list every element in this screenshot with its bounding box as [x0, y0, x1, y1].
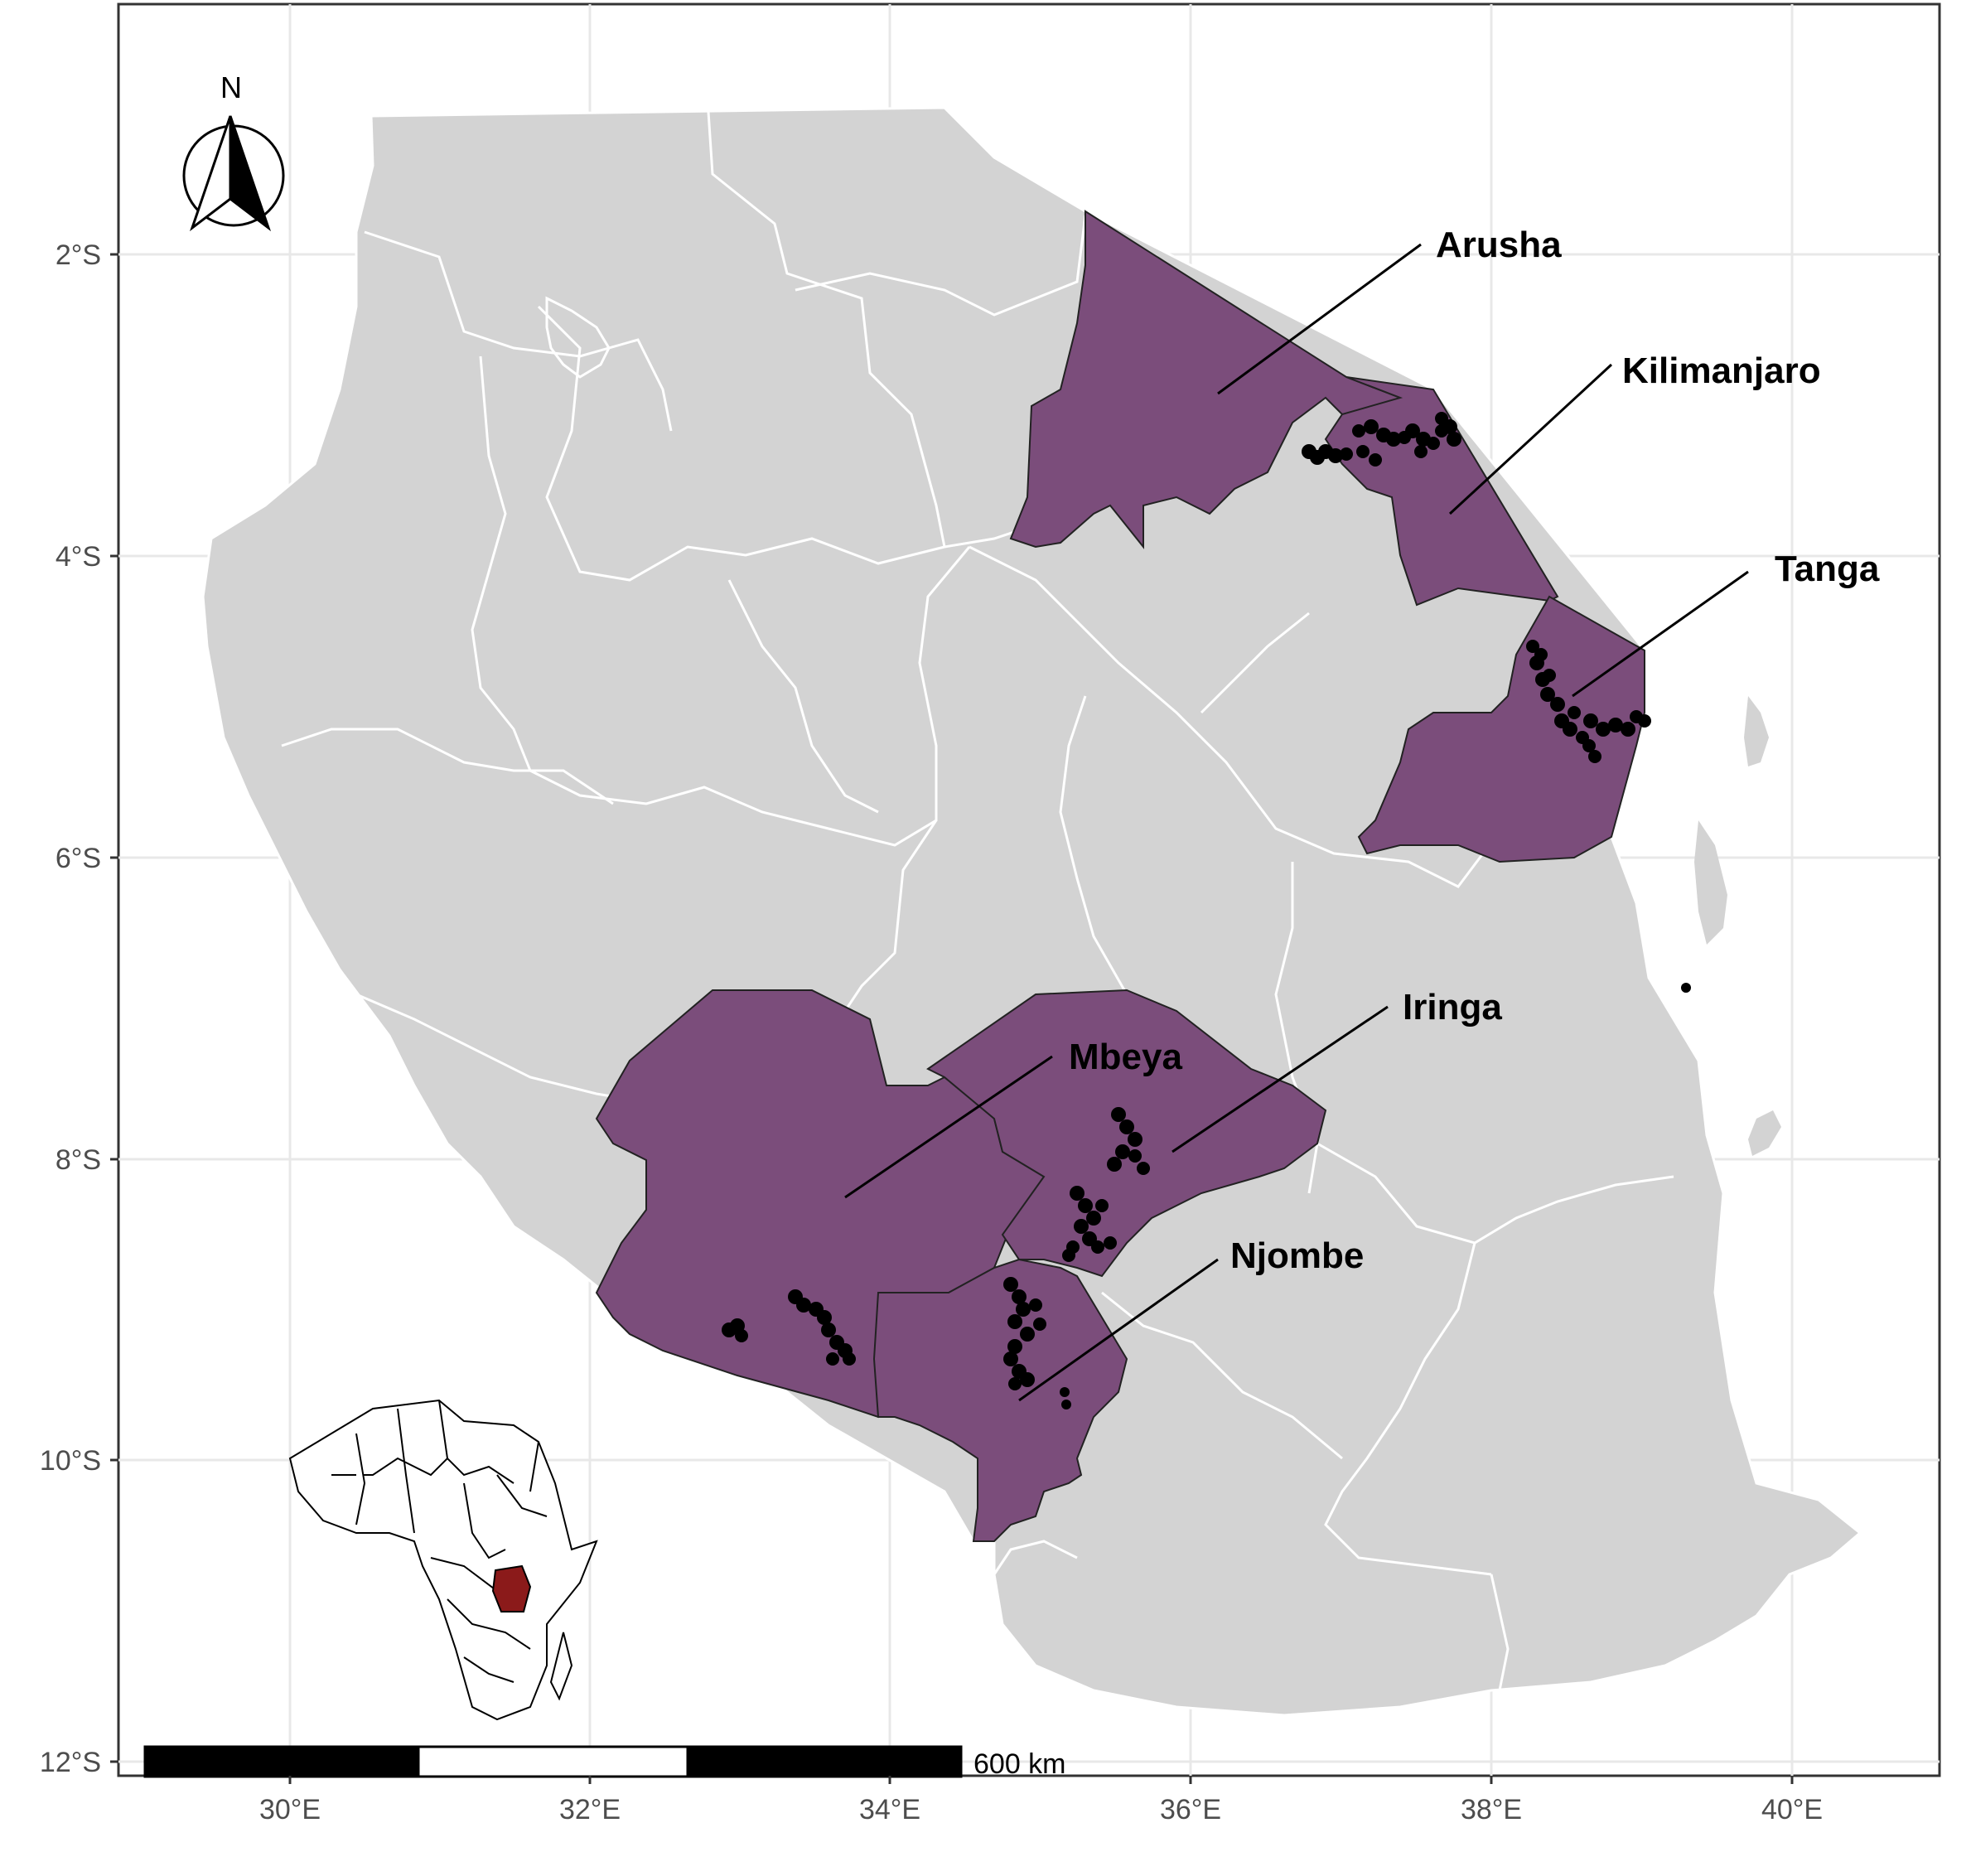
y-tick-label: 8°S — [56, 1144, 101, 1176]
y-tick-label: 12°S — [40, 1747, 101, 1778]
y-tick-label: 6°S — [56, 843, 101, 874]
occurrence-points — [722, 412, 1691, 1409]
y-tick-label: 10°S — [40, 1445, 101, 1477]
x-tick-label: 40°E — [1761, 1794, 1823, 1825]
x-tick-label: 36°E — [1160, 1794, 1221, 1825]
y-tick-label: 4°S — [56, 541, 101, 573]
scale-bar — [143, 1745, 963, 1778]
mafia-island — [1748, 1110, 1781, 1156]
label-arusha: Arusha — [1436, 225, 1562, 265]
label-tanga: Tanga — [1775, 549, 1880, 589]
label-leader-lines — [844, 243, 1749, 1402]
label-kilimanjaro: Kilimanjaro — [1622, 351, 1821, 391]
label-mbeya: Mbeya — [1069, 1037, 1182, 1077]
x-tick-label: 34°E — [859, 1794, 920, 1825]
axis-ticks — [110, 253, 1794, 1784]
north-label: N — [220, 70, 242, 104]
region-borders — [281, 111, 1674, 1691]
region-tanga — [1357, 595, 1645, 863]
x-tick-label: 30°E — [259, 1794, 321, 1825]
africa-inset-map — [288, 1399, 598, 1721]
x-tick-label: 38°E — [1461, 1794, 1522, 1825]
region-njombe — [872, 1258, 1128, 1542]
scale-label: 600 km — [973, 1748, 1066, 1780]
zanzibar-island — [1694, 820, 1727, 945]
pemba-island — [1744, 696, 1769, 766]
north-arrow-icon: N — [182, 70, 285, 232]
y-tick-label: 2°S — [56, 239, 101, 271]
inset-tanzania — [491, 1564, 532, 1612]
label-iringa: Iringa — [1403, 987, 1502, 1027]
label-njombe: Njombe — [1230, 1235, 1364, 1276]
x-tick-label: 32°E — [559, 1794, 621, 1825]
lake-outline — [545, 296, 611, 379]
